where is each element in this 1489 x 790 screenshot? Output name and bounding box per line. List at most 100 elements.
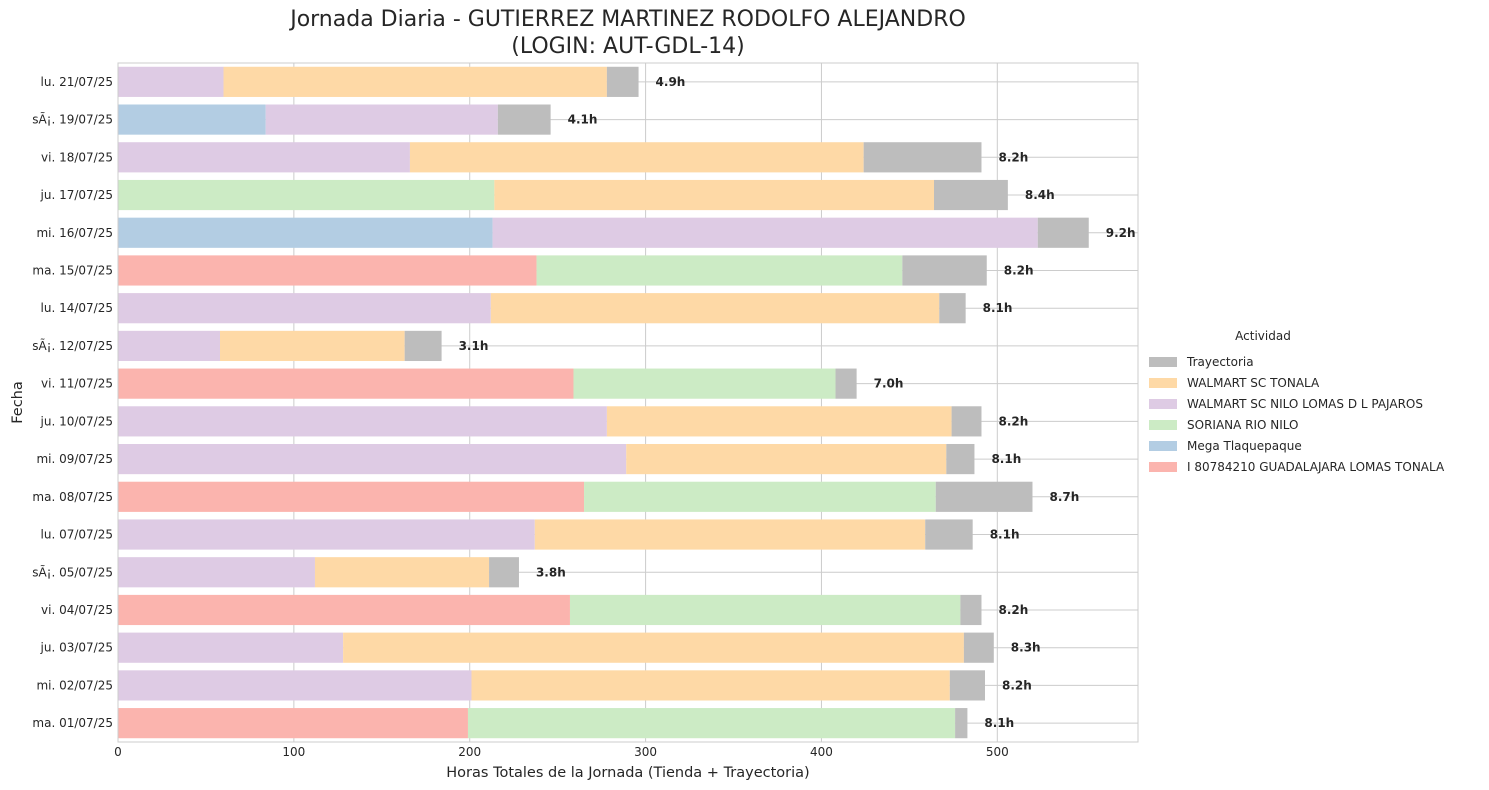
- legend-item: Mega Tlaquepaque: [1143, 435, 1483, 456]
- y-tick-label: ju. 10/07/25: [40, 414, 113, 428]
- bar-segment: [220, 330, 405, 362]
- bar-total-label: 3.1h: [459, 339, 489, 353]
- y-axis-label: Fecha: [10, 381, 26, 424]
- bar-segment: [118, 142, 410, 173]
- x-tick-label: 300: [634, 745, 657, 759]
- legend-label: I 80784210 GUADALAJARA LOMAS TONALA: [1187, 459, 1445, 474]
- bar-segment: [569, 594, 961, 626]
- bar-total-label: 8.2h: [998, 414, 1028, 428]
- series-group: [118, 66, 1038, 701]
- bar-segment: [863, 142, 982, 173]
- y-tick-label: sÃ¡. 12/07/25: [32, 338, 113, 353]
- chart-title-line-1: Jornada Diaria - GUTIERREZ MARTINEZ RODO…: [290, 7, 966, 32]
- bar-segment: [584, 481, 936, 512]
- bar-total-label: 8.3h: [1011, 641, 1041, 655]
- series-group: [118, 179, 961, 739]
- bar-segment: [536, 255, 903, 286]
- y-tick-label: sÃ¡. 19/07/25: [32, 112, 113, 127]
- plot-frame: [117, 62, 1139, 743]
- bar-total-label: 8.2h: [998, 603, 1028, 617]
- bar-segment: [118, 406, 607, 437]
- series-group: [118, 255, 585, 739]
- bar-segment: [118, 217, 493, 248]
- bar-segment: [118, 293, 491, 324]
- x-tick-label: 400: [810, 745, 833, 759]
- bar-segment: [606, 66, 639, 97]
- legend-title: Actividad: [1235, 329, 1291, 343]
- bar-segment: [118, 632, 344, 663]
- bar-segment: [902, 255, 987, 286]
- legend-items: Trayectoria WALMART SC TONALA WALMART SC N…: [1143, 351, 1483, 477]
- bar-segment: [118, 179, 495, 211]
- legend-swatch: [1149, 356, 1177, 367]
- bar-total-label: 8.1h: [990, 528, 1020, 542]
- bar-segment: [835, 368, 857, 399]
- bar-segment: [955, 708, 968, 739]
- legend-item: WALMART SC NILO LOMAS D L PAJAROS: [1143, 393, 1483, 414]
- chart-title: Jornada Diaria - GUTIERREZ MARTINEZ RODO…: [118, 6, 1138, 60]
- bar-segment: [118, 557, 315, 588]
- y-tick-label: sÃ¡. 05/07/25: [32, 564, 113, 579]
- bar-segment: [925, 519, 973, 550]
- x-tick-label: 100: [282, 745, 305, 759]
- bar-segment: [949, 670, 985, 701]
- legend-item: I 80784210 GUADALAJARA LOMAS TONALA: [1143, 456, 1483, 477]
- bar-total-label: 8.1h: [991, 452, 1021, 466]
- bar-segment: [118, 368, 574, 399]
- bar-segment: [404, 330, 442, 362]
- legend-swatch: [1149, 377, 1177, 388]
- bar-segment: [343, 632, 964, 663]
- series-group: [404, 66, 1089, 739]
- series-group: [118, 104, 493, 248]
- bar-segment: [573, 368, 836, 399]
- bar-segment: [471, 670, 950, 701]
- bar-segment: [118, 104, 266, 135]
- bar-segment: [492, 217, 1038, 248]
- y-tick-label: ma. 15/07/25: [32, 263, 113, 277]
- y-tick-label: mi. 09/07/25: [36, 452, 113, 466]
- bar-segment: [606, 406, 952, 437]
- legend-swatch: [1149, 461, 1177, 472]
- bar-segment: [118, 255, 537, 286]
- legend-item: SORIANA RIO NILO: [1143, 414, 1483, 435]
- stacked-bar-chart: 0 100 200 300 400 500 lu. 21/07/25 sÃ¡. 19/07/2…: [10, 62, 1139, 781]
- y-tick-label: vi. 18/07/25: [41, 150, 113, 164]
- bar-segment: [118, 66, 224, 97]
- legend-label: Trayectoria: [1187, 354, 1254, 369]
- bar-total-label: 8.2h: [1004, 263, 1034, 277]
- legend-item: Trayectoria: [1143, 351, 1483, 372]
- y-tick-label: vi. 11/07/25: [41, 377, 113, 391]
- bar-segment: [1037, 217, 1089, 248]
- legend-swatch: [1149, 398, 1177, 409]
- bar-segment: [934, 179, 1008, 211]
- legend-label: SORIANA RIO NILO: [1187, 417, 1299, 432]
- legend-swatch: [1149, 440, 1177, 451]
- bar-segment: [118, 670, 472, 701]
- bar-segment: [490, 293, 940, 324]
- bar-segment: [265, 104, 498, 135]
- legend-label: WALMART SC NILO LOMAS D L PAJAROS: [1187, 396, 1423, 411]
- bar-segment: [409, 142, 864, 173]
- bar-total-label: 8.1h: [983, 301, 1013, 315]
- legend-item: WALMART SC TONALA: [1143, 372, 1483, 393]
- y-tick-label: mi. 02/07/25: [36, 678, 113, 692]
- bar-segment: [497, 104, 551, 135]
- bar-total-label: 4.9h: [656, 75, 686, 89]
- bar-segment: [118, 594, 570, 626]
- bar-segment: [489, 557, 519, 588]
- bar-total-label: 8.1h: [984, 716, 1014, 730]
- bar-total-label: 8.2h: [1002, 678, 1032, 692]
- bar-total-label: 8.2h: [998, 150, 1028, 164]
- bar-segment: [946, 443, 975, 475]
- bar-segment: [494, 179, 934, 211]
- y-tick-label: lu. 14/07/25: [41, 301, 113, 315]
- x-tick-label: 500: [986, 745, 1009, 759]
- bar-segment: [314, 557, 490, 588]
- bar-total-label: 8.7h: [1049, 490, 1079, 504]
- y-tick-label: lu. 21/07/25: [41, 75, 113, 89]
- bar-total-label: 4.1h: [568, 113, 598, 127]
- bar-segment: [118, 443, 627, 475]
- bar-segment: [963, 632, 994, 663]
- x-axis-label: Horas Totales de la Jornada (Tienda + Tr…: [446, 765, 809, 781]
- bar-segment: [626, 443, 947, 475]
